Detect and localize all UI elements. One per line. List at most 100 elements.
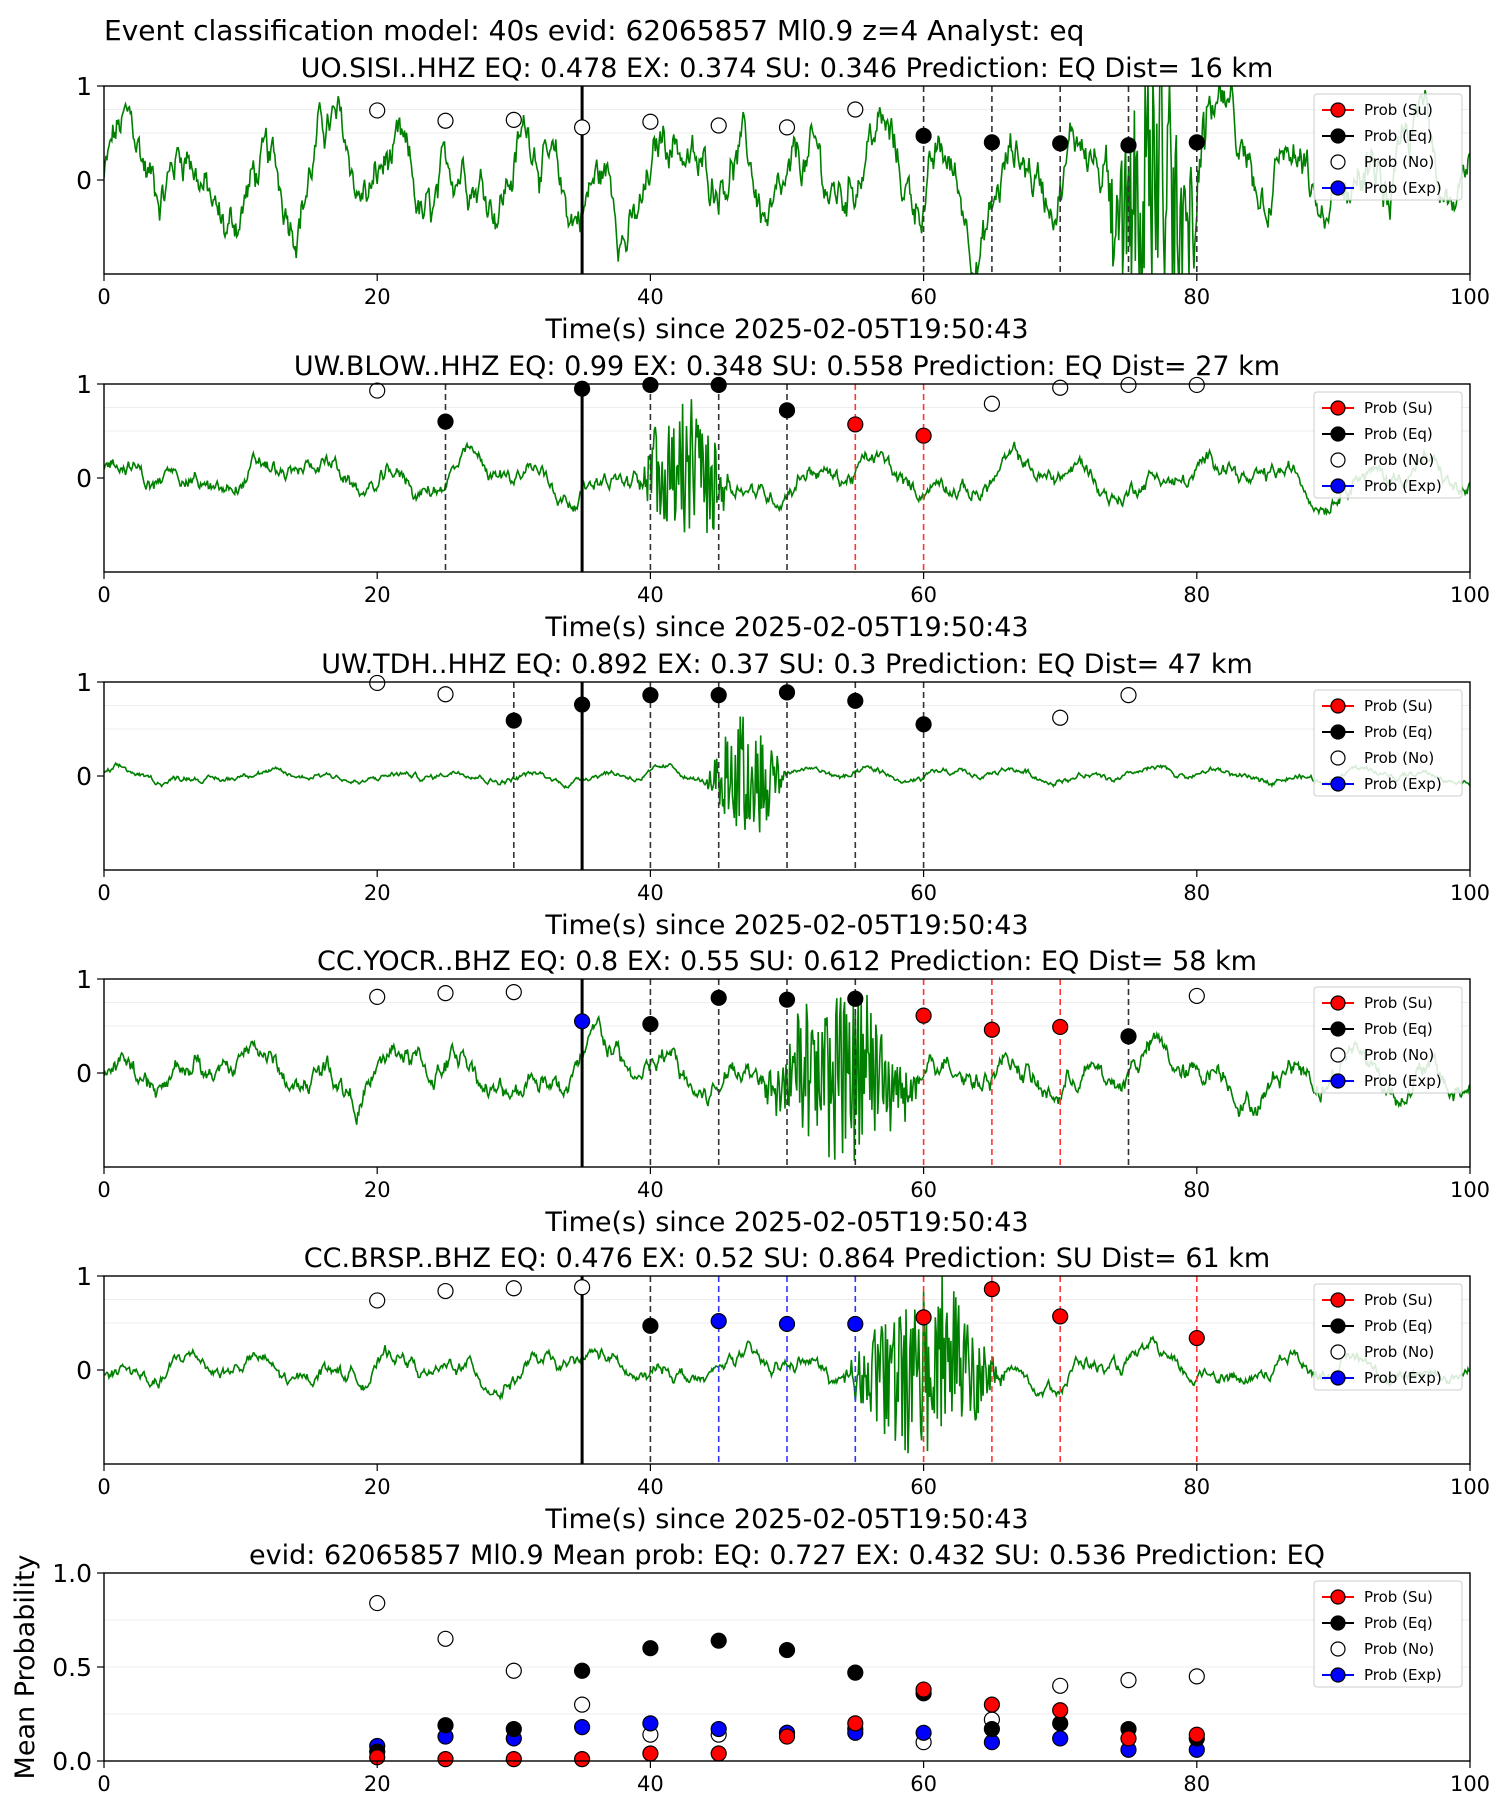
x-tick-label: 80 [1183,583,1210,607]
prob-marker-no [369,988,386,1005]
panel-title-1: UO.SISI..HHZ EQ: 0.478 EX: 0.374 SU: 0.3… [301,53,1274,84]
prob-marker-no [1120,687,1137,704]
legend-box-5 [1313,1283,1463,1391]
legend-marker-exp [1330,1667,1346,1683]
panel-1: UO.SISI..HHZ EQ: 0.478 EX: 0.374 SU: 0.3… [76,53,1490,345]
x-tick-label: 20 [364,881,391,905]
prob-marker-eq [710,687,727,704]
legend-marker-no [1330,154,1346,170]
prob-marker-su [915,1309,932,1326]
legend-box-2 [1313,391,1463,499]
legend-marker-eq [1330,724,1346,740]
x-tick-label: 60 [910,881,937,905]
legend-marker-eq [1330,128,1346,144]
mean-prob-point-eq [437,1717,454,1734]
x-tick-label: 20 [364,1772,391,1796]
waveform-trace [104,1276,1470,1454]
legend-label-no: Prob (No) [1364,153,1434,171]
x-tick-label: 20 [364,583,391,607]
mean-prob-point-exp [573,1719,591,1736]
legend-marker-no [1330,452,1346,468]
legend-marker-eq [1330,426,1346,442]
legend-box-3 [1313,689,1463,797]
legend-box-1 [1313,93,1463,201]
panel-3: UW.TDH..HHZ EQ: 0.892 EX: 0.37 SU: 0.3 P… [76,649,1490,941]
legend-label-no: Prob (No) [1364,451,1434,469]
mean-prob-point-su [437,1751,454,1768]
prob-marker-su [1188,1329,1205,1347]
mean-prob-point-su [573,1751,591,1768]
prob-marker-no [369,102,386,119]
mean-prob-point-eq [505,1720,522,1738]
mean-prob-point-su [915,1681,932,1698]
legend-marker-su [1330,400,1346,416]
legend-marker-eq [1330,1615,1346,1631]
legend-marker-exp [1330,180,1346,196]
legend-label-no: Prob (No) [1364,1640,1434,1658]
prob-marker-eq [710,989,727,1006]
prob-marker-no [369,674,386,692]
x-tick-label: 80 [1183,1178,1210,1202]
legend-label-no: Prob (No) [1364,749,1434,767]
panel-title-4: CC.YOCR..BHZ EQ: 0.8 EX: 0.55 SU: 0.612 … [317,946,1257,977]
prob-marker-eq [505,712,522,729]
legend-marker-su [1330,995,1346,1011]
prob-marker-no [505,984,522,1001]
panel-5: CC.BRSP..BHZ EQ: 0.476 EX: 0.52 SU: 0.86… [76,1243,1490,1535]
x-tick-label: 20 [364,1475,391,1499]
x-tick-label: 40 [637,881,664,905]
y-tick-label: 1 [76,1262,92,1291]
mean-prob-point-eq [710,1632,727,1649]
waveform-trace [104,86,1470,274]
legend-label-exp: Prob (Exp) [1364,179,1442,197]
panel-title-3: UW.TDH..HHZ EQ: 0.892 EX: 0.37 SU: 0.3 P… [321,649,1253,680]
legend-label-exp: Prob (Exp) [1364,1666,1442,1684]
x-tick-label: 100 [1450,1772,1490,1796]
y-tick-label: 0.5 [52,1653,92,1682]
x-tick-label: 60 [910,1178,937,1202]
mean-prob-point-eq [573,1662,591,1679]
legend-label-no: Prob (No) [1364,1046,1434,1064]
mean-prob-point-no [505,1662,522,1679]
x-tick-label: 20 [364,1178,391,1202]
prob-marker-su [983,1021,1001,1038]
legend-label-su: Prob (Su) [1364,399,1433,417]
mean-prob-point-su [1052,1702,1069,1719]
legend-marker-su [1330,698,1346,714]
y-tick-label: 0 [76,1059,92,1088]
legend-marker-su [1330,1292,1346,1308]
prob-marker-eq [983,134,1001,151]
prob-marker-no [437,112,454,129]
x-tick-label: 0 [97,285,110,309]
legend-label-eq: Prob (Eq) [1364,1614,1433,1632]
legend-box-6 [1313,1580,1463,1688]
prob-marker-su [915,427,932,444]
y-tick-label: 0 [76,762,92,791]
prob-marker-eq [573,696,591,713]
prob-marker-eq [1120,1028,1137,1045]
prob-marker-eq [915,127,932,144]
x-tick-label: 80 [1183,881,1210,905]
x-tick-label: 60 [910,1475,937,1499]
prob-marker-exp [573,1013,591,1030]
prob-marker-no [437,686,454,703]
prob-marker-eq [642,1317,659,1334]
x-axis-label: Time(s) since 2025-02-05T19:50:43 [544,1504,1028,1535]
x-tick-label: 0 [97,1178,110,1202]
y-axis-label: Mean Probability [10,1555,41,1780]
legend-label-su: Prob (Su) [1364,1291,1433,1309]
prob-marker-eq [778,684,796,701]
mean-prob-point-su [983,1696,1001,1713]
x-axis-label: Time(s) since 2025-02-05T19:50:43 [544,1207,1028,1238]
prob-marker-eq [847,692,864,709]
x-tick-label: 60 [910,1772,937,1796]
prob-marker-su [847,416,864,433]
x-tick-label: 100 [1450,583,1490,607]
mean-prob-point-no [1052,1677,1069,1694]
prob-marker-no [847,101,864,118]
prob-marker-eq [642,1016,659,1033]
mean-prob-point-su [505,1751,522,1768]
legend-marker-exp [1330,1073,1346,1089]
mean-prob-point-su [847,1715,864,1732]
legend-label-eq: Prob (Eq) [1364,1317,1433,1335]
